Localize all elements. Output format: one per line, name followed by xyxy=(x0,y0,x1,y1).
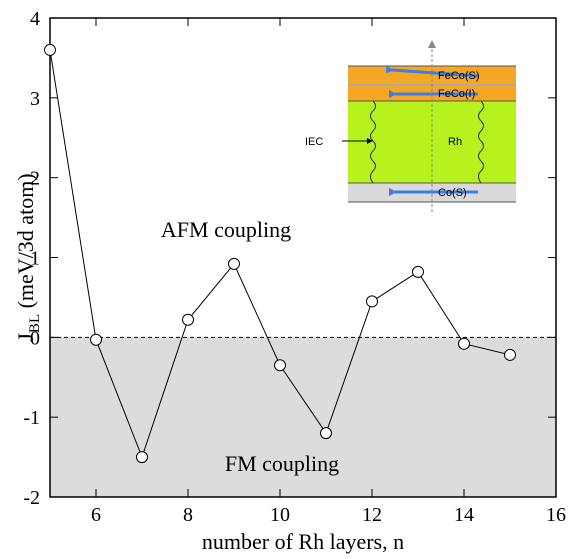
y-tick-label: -1 xyxy=(23,407,40,429)
y-axis-label-part: (meV/3d atom) xyxy=(13,173,38,314)
data-point xyxy=(44,43,56,56)
y-tick-label: 4 xyxy=(30,8,40,30)
x-tick-label: 16 xyxy=(546,504,566,526)
data-point xyxy=(412,265,424,278)
y-tick-label: 3 xyxy=(30,88,40,110)
x-tick-label: 14 xyxy=(454,504,474,526)
y-axis-label: JBL (meV/3d atom) xyxy=(13,173,43,341)
annotation: FM coupling xyxy=(225,451,339,476)
inset-label: FeCo(S) xyxy=(438,70,480,82)
x-tick-label: 6 xyxy=(91,504,101,526)
inset-diagram: FeCo(S) FeCo(I) Rh IEC Co(S) xyxy=(305,40,516,212)
inset-label: Rh xyxy=(448,136,462,148)
wave xyxy=(478,100,484,184)
y-tick-label: 0 xyxy=(30,327,40,349)
data-point xyxy=(320,427,332,440)
data-point xyxy=(136,451,148,464)
y-tick-label: 1 xyxy=(30,248,40,270)
fm-region xyxy=(50,337,556,497)
y-axis-label-part: BL xyxy=(27,314,43,333)
data-point xyxy=(366,295,378,308)
data-point xyxy=(504,348,516,361)
data-point xyxy=(90,333,102,346)
data-point xyxy=(274,359,286,372)
x-tick-label: 12 xyxy=(362,504,382,526)
y-axis-label-part: J xyxy=(13,333,38,342)
data-point xyxy=(458,337,470,350)
x-tick-label: 8 xyxy=(183,504,193,526)
inset-label: IEC xyxy=(305,136,323,148)
spin-arrow xyxy=(385,65,479,78)
data-point xyxy=(182,313,194,326)
y-tick-label: 2 xyxy=(30,168,40,190)
x-tick-label: 10 xyxy=(270,504,290,526)
y-tick-label: -2 xyxy=(23,487,40,509)
inset-label: Co(S) xyxy=(438,187,467,199)
wave xyxy=(370,100,376,184)
annotation: AFM coupling xyxy=(161,217,291,242)
data-point xyxy=(228,257,240,270)
x-axis-label: number of Rh layers, n xyxy=(202,529,404,554)
inset-label: FeCo(I) xyxy=(438,88,475,100)
